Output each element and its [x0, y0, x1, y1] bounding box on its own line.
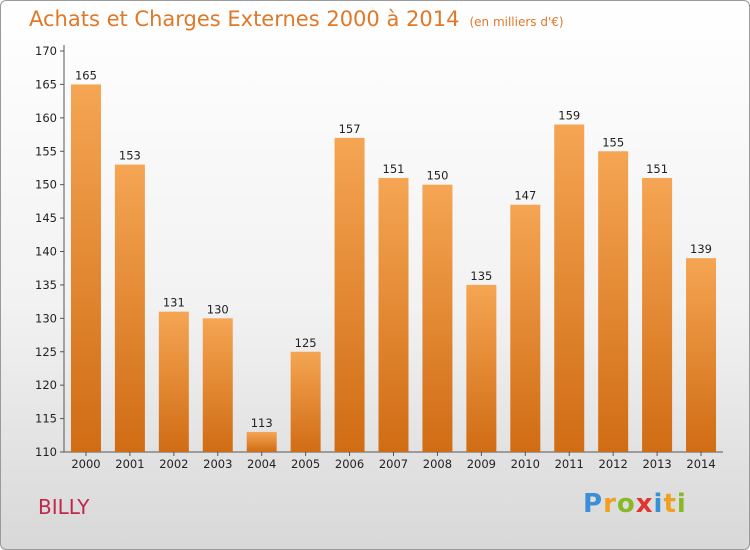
title-row: Achats et Charges Externes 2000 à 2014 (e… — [29, 7, 564, 31]
x-tick-label-2012: 2012 — [599, 457, 628, 471]
x-tick-label-2009: 2009 — [467, 457, 496, 471]
y-tick-label: 155 — [35, 144, 57, 158]
x-tick-label-2000: 2000 — [71, 457, 100, 471]
x-tick-label-2008: 2008 — [423, 457, 452, 471]
data-label-2012: 155 — [602, 135, 624, 149]
bar-2010 — [510, 204, 541, 452]
x-tick-label-2001: 2001 — [115, 457, 144, 471]
bar-2014 — [686, 258, 717, 452]
y-tick-label: 150 — [35, 178, 57, 192]
bar-2002 — [158, 311, 189, 452]
x-tick-label-2010: 2010 — [511, 457, 540, 471]
data-label-2014: 139 — [690, 242, 712, 256]
bar-2011 — [554, 124, 585, 453]
bar-2013 — [642, 177, 673, 452]
x-tick-label-2014: 2014 — [686, 457, 715, 471]
bar-2008 — [422, 184, 453, 452]
x-tick-label-2002: 2002 — [159, 457, 188, 471]
data-label-2007: 151 — [383, 162, 405, 176]
proxiti-logo: Proxiti — [583, 489, 687, 519]
y-tick-label: 140 — [35, 245, 57, 259]
data-label-2008: 150 — [426, 169, 448, 183]
bar-2007 — [378, 177, 409, 452]
y-tick-label: 165 — [35, 77, 57, 91]
data-label-2002: 131 — [163, 296, 185, 310]
y-tick-label: 110 — [35, 445, 57, 459]
y-tick-label: 160 — [35, 111, 57, 125]
data-label-2003: 130 — [207, 302, 229, 316]
y-tick-label: 125 — [35, 345, 57, 359]
y-tick-label: 130 — [35, 311, 57, 325]
x-tick-label-2007: 2007 — [379, 457, 408, 471]
y-tick-label: 115 — [35, 412, 57, 426]
bar-2006 — [334, 137, 365, 452]
bar-2003 — [202, 318, 233, 452]
bar-2012 — [598, 151, 629, 452]
x-tick-label-2006: 2006 — [335, 457, 364, 471]
x-tick-label-2005: 2005 — [291, 457, 320, 471]
x-tick-label-2004: 2004 — [247, 457, 276, 471]
bar-2009 — [466, 284, 497, 452]
axes: 110 115 120 125 130 135 140 145 150 155 160 165 170 2… — [35, 44, 723, 471]
data-label-2006: 157 — [339, 122, 361, 136]
data-label-2004: 113 — [251, 416, 273, 430]
data-label-2009: 135 — [470, 269, 492, 283]
town-name: BILLY — [38, 495, 90, 519]
x-tick-label-2013: 2013 — [642, 457, 671, 471]
x-tick-label-2003: 2003 — [203, 457, 232, 471]
bar-2004 — [246, 431, 277, 452]
x-tick-label-2011: 2011 — [555, 457, 584, 471]
chart-subtitle: (en milliers d'€) — [469, 15, 564, 29]
data-label-2011: 159 — [558, 109, 580, 123]
y-tick-label: 135 — [35, 278, 57, 292]
data-label-2005: 125 — [295, 336, 317, 350]
y-tick-label: 120 — [35, 378, 57, 392]
data-label-2010: 147 — [514, 189, 536, 203]
y-tick-label: 170 — [35, 44, 57, 58]
bars: 165 153 131 130 113 125 157 151 150 135 147 159 155 1… — [70, 68, 717, 453]
chart-title: Achats et Charges Externes 2000 à 2014 — [29, 7, 460, 31]
bar-2000 — [70, 84, 101, 453]
data-label-2001: 153 — [119, 149, 141, 163]
bar-2005 — [290, 351, 321, 452]
bar-2001 — [114, 164, 145, 452]
data-label-2013: 151 — [646, 162, 668, 176]
data-label-2000: 165 — [75, 68, 97, 82]
y-tick-label: 145 — [35, 211, 57, 225]
